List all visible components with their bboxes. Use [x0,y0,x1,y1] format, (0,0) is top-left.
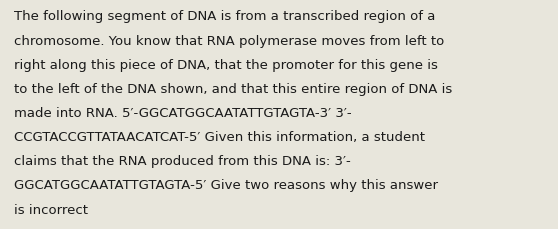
Text: right along this piece of DNA, that the promoter for this gene is: right along this piece of DNA, that the … [14,58,438,71]
Text: CCGTACCGTTATAACATCAT-5′ Given this information, a student: CCGTACCGTTATAACATCAT-5′ Given this infor… [14,131,425,144]
Text: is incorrect: is incorrect [14,203,88,216]
Text: to the left of the DNA shown, and that this entire region of DNA is: to the left of the DNA shown, and that t… [14,82,452,95]
Text: made into RNA. 5′-GGCATGGCAATATTGTAGTA-3′ 3′-: made into RNA. 5′-GGCATGGCAATATTGTAGTA-3… [14,106,352,120]
Text: The following segment of DNA is from a transcribed region of a: The following segment of DNA is from a t… [14,10,435,23]
Text: GGCATGGCAATATTGTAGTA-5′ Give two reasons why this answer: GGCATGGCAATATTGTAGTA-5′ Give two reasons… [14,179,438,192]
Text: chromosome. You know that RNA polymerase moves from left to: chromosome. You know that RNA polymerase… [14,34,444,47]
Text: claims that the RNA produced from this DNA is: 3′-: claims that the RNA produced from this D… [14,155,350,168]
